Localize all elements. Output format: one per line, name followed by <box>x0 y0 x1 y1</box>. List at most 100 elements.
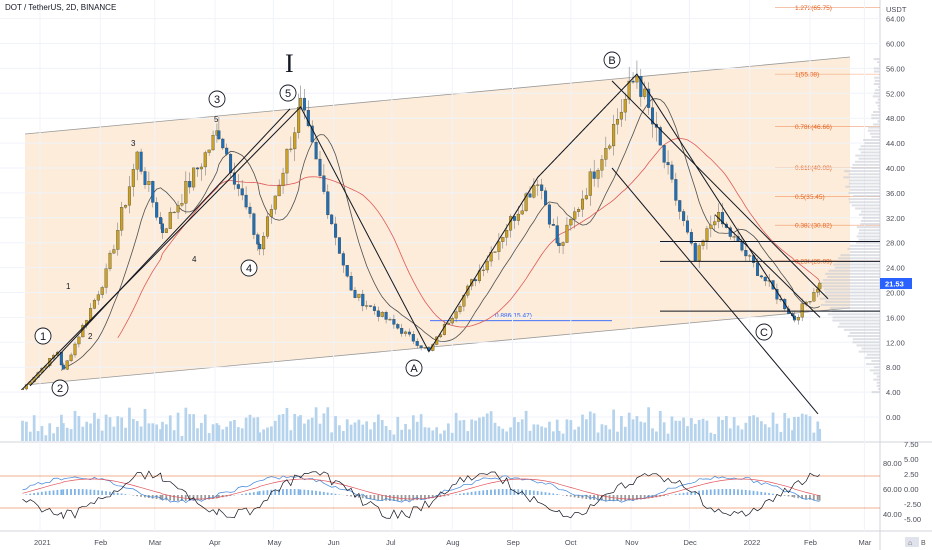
macd-histogram-bar <box>797 495 800 499</box>
candle-body <box>818 282 822 290</box>
candle-body <box>357 293 361 298</box>
candle-body <box>139 151 143 172</box>
macd-histogram-bar <box>151 495 154 499</box>
time-tick-11: Dec <box>683 538 697 547</box>
volume-bar <box>69 429 73 441</box>
profile-bar <box>873 372 880 375</box>
macd-histogram-bar <box>521 489 524 495</box>
macd-histogram-bar <box>229 495 232 497</box>
candle-body <box>361 293 365 307</box>
wave-degree-I: I <box>285 49 294 78</box>
profile-bar <box>824 294 880 297</box>
candle-body <box>322 175 326 192</box>
profile-bar <box>829 307 880 310</box>
price-axis[interactable]: 0.00 4.00 8.00 12.00 16.00 20.00 24.00 28.00 32.… <box>886 15 905 422</box>
macd-histogram-bar <box>783 495 786 496</box>
time-axis[interactable]: 2021 Feb Mar Apr May Jun Jul Aug Sep Oct Nov Dec 202… <box>34 538 872 547</box>
wave-circle-3 <box>208 90 226 108</box>
wave-label-1: 1 <box>40 331 46 343</box>
volume-bar <box>612 409 615 441</box>
candle-body <box>164 228 168 233</box>
macd-histogram-bar <box>482 490 485 495</box>
candle-body <box>396 324 400 329</box>
profile-bar <box>858 157 880 160</box>
candle-body <box>265 216 270 237</box>
volume-bar <box>466 431 470 441</box>
macd-histogram-bar <box>303 489 306 495</box>
volume-bar <box>128 407 131 441</box>
settings-button[interactable] <box>905 537 919 547</box>
volume-bar <box>651 428 654 441</box>
candle-body <box>306 110 310 127</box>
volume-bar <box>229 421 232 441</box>
profile-bar <box>845 185 880 188</box>
wave-label-4: 4 <box>246 263 252 275</box>
volume-bar <box>369 429 372 441</box>
volume-bar <box>709 432 713 441</box>
time-tick-9: Oct <box>565 538 578 547</box>
volume-bar <box>196 428 199 441</box>
candle-body <box>796 316 800 321</box>
macd-histogram-bar <box>717 489 720 495</box>
channel-bottom-line[interactable] <box>24 307 851 386</box>
macd-histogram-bar <box>725 489 728 495</box>
candle-body <box>697 245 701 261</box>
candle-body <box>748 255 752 257</box>
volume-bar <box>161 421 164 441</box>
volume-bar <box>116 416 120 441</box>
volume-bar <box>168 415 172 441</box>
channel-top-line[interactable] <box>24 56 851 135</box>
candle-body <box>345 265 349 277</box>
profile-bar <box>832 319 880 322</box>
macd-histogram-bar <box>702 490 704 495</box>
volume-bar <box>474 420 477 441</box>
macd-histogram-bar <box>694 491 697 495</box>
macd-histogram-bar <box>85 489 88 495</box>
profile-bar <box>864 356 880 359</box>
trend-lines[interactable] <box>29 80 880 415</box>
log-scale-toggle[interactable]: ⌂ <box>908 540 912 547</box>
macd-histogram-bar <box>381 495 384 501</box>
candle-body <box>77 336 81 345</box>
volume-bar <box>569 420 573 441</box>
profile-bar <box>822 279 880 282</box>
chart-title: DOT / TetherUS, 2D, BINANCE <box>5 3 116 12</box>
profile-bar <box>873 67 880 70</box>
macd-histogram-bar <box>297 489 300 495</box>
candle-body <box>561 242 565 246</box>
macd-histogram-bar <box>196 495 199 501</box>
macd-histogram-bar <box>48 490 51 495</box>
candle-body <box>551 224 555 226</box>
candle-body <box>732 236 736 238</box>
macd-histogram-bar <box>169 495 172 501</box>
scale-b-toggle[interactable]: B <box>921 540 926 547</box>
macd-histogram-bar <box>812 495 815 501</box>
profile-bar <box>860 223 880 226</box>
volume-bar <box>322 413 326 441</box>
candle-body <box>92 300 96 309</box>
macd-histogram-bar <box>29 493 32 495</box>
macd-histogram-bar <box>532 490 535 495</box>
candle-body <box>407 331 411 335</box>
candle-body <box>713 221 717 226</box>
candle-body <box>604 148 608 160</box>
volume-bar <box>388 430 392 441</box>
price-tick-13: 52.00 <box>886 89 905 98</box>
macd-histogram-bar <box>338 494 341 495</box>
elliott-wave-lines[interactable] <box>22 73 795 390</box>
macd-histogram-bar <box>408 495 411 501</box>
volume-bar <box>52 433 55 441</box>
macd-histogram-bar <box>252 492 255 495</box>
profile-bar <box>827 275 880 278</box>
time-tick-1: Feb <box>94 538 107 547</box>
profile-bar <box>852 341 880 344</box>
macd-histogram-bar <box>215 495 218 499</box>
candle-body <box>592 171 596 179</box>
macd-histogram-bar <box>241 494 244 495</box>
volume-bar <box>555 419 559 441</box>
candle-body <box>528 193 532 198</box>
candle-body <box>454 311 458 319</box>
volume-bar <box>674 420 678 441</box>
